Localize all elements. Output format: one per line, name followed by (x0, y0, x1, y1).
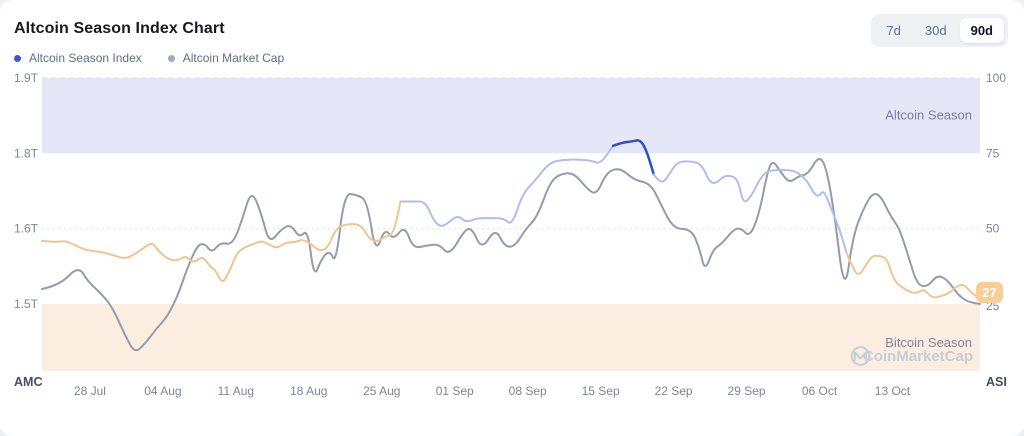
altcoin-market-cap-line (41, 158, 981, 352)
watermark-text: CoinMarketCap (863, 348, 973, 365)
y-axis-left-tick-label: 1.8T (14, 146, 39, 160)
range-button-7d[interactable]: 7d (875, 18, 911, 43)
altcoin-season-label: Altcoin Season (885, 108, 972, 123)
legend-dot-gray-icon (167, 54, 175, 62)
legend-item-altcoin-season-index[interactable]: Altcoin Season Index (14, 51, 142, 65)
range-button-90d[interactable]: 90d (959, 18, 1004, 43)
current-value-badge (976, 281, 1003, 303)
range-button-30d[interactable]: 30d (914, 18, 958, 43)
y-axis-left-tick-label: 1.6T (14, 222, 39, 236)
y-axis-right-tick-label: 75 (986, 146, 1000, 160)
altcoin-season-index-line-low (41, 200, 402, 282)
current-value-badge-text: 27 (982, 285, 996, 300)
left-axis-name: AMC (14, 375, 42, 389)
legend-label: Altcoin Season Index (29, 51, 142, 65)
legend-dot-blue-icon (14, 54, 21, 62)
x-axis-tick-label: 15 Sep (582, 384, 620, 398)
altcoin-season-band (42, 78, 980, 154)
x-axis-tick-label: 06 Oct (802, 384, 838, 398)
y-axis-left-tick-label: 1.9T (14, 71, 39, 85)
x-axis-tick-label: 22 Sep (655, 384, 693, 398)
altcoin-season-index-line-mid (652, 160, 848, 254)
altcoin-season-index-line-low (845, 251, 981, 299)
altcoin-season-index-line-high (611, 139, 656, 176)
x-axis-tick-label: 01 Sep (436, 384, 474, 398)
x-axis-tick-label: 04 Aug (144, 384, 181, 398)
page-title: Altcoin Season Index Chart (14, 20, 225, 37)
x-axis-tick-label: 13 Oct (875, 384, 911, 398)
x-axis-tick-label: 08 Sep (509, 384, 547, 398)
x-axis-tick-label: 11 Aug (218, 384, 254, 398)
bitcoin-season-band (42, 304, 980, 371)
time-range-selector: 7d 30d 90d (871, 14, 1008, 47)
altcoin-season-index-line-mid (399, 144, 615, 227)
y-axis-right-tick-label: 100 (986, 71, 1006, 85)
x-axis-tick-label: 28 Jul (74, 384, 106, 398)
x-axis-tick-label: 29 Sep (728, 384, 766, 398)
coinmarketcap-logo-icon (850, 346, 871, 366)
x-axis-tick-label: 25 Aug (363, 384, 400, 398)
y-axis-right-tick-label: 50 (986, 222, 1000, 236)
bitcoin-season-label: Bitcoin Season (885, 335, 972, 350)
right-axis-name: ASI (986, 375, 1007, 389)
y-axis-left-tick-label: 1.5T (14, 297, 39, 311)
legend-item-altcoin-market-cap[interactable]: Altcoin Market Cap (167, 51, 285, 65)
legend: Altcoin Season Index Altcoin Market Cap (14, 51, 284, 65)
coinmarketcap-logo-m-icon (853, 351, 867, 361)
x-axis-tick-label: 18 Aug (290, 384, 327, 398)
legend-label: Altcoin Market Cap (182, 51, 285, 65)
